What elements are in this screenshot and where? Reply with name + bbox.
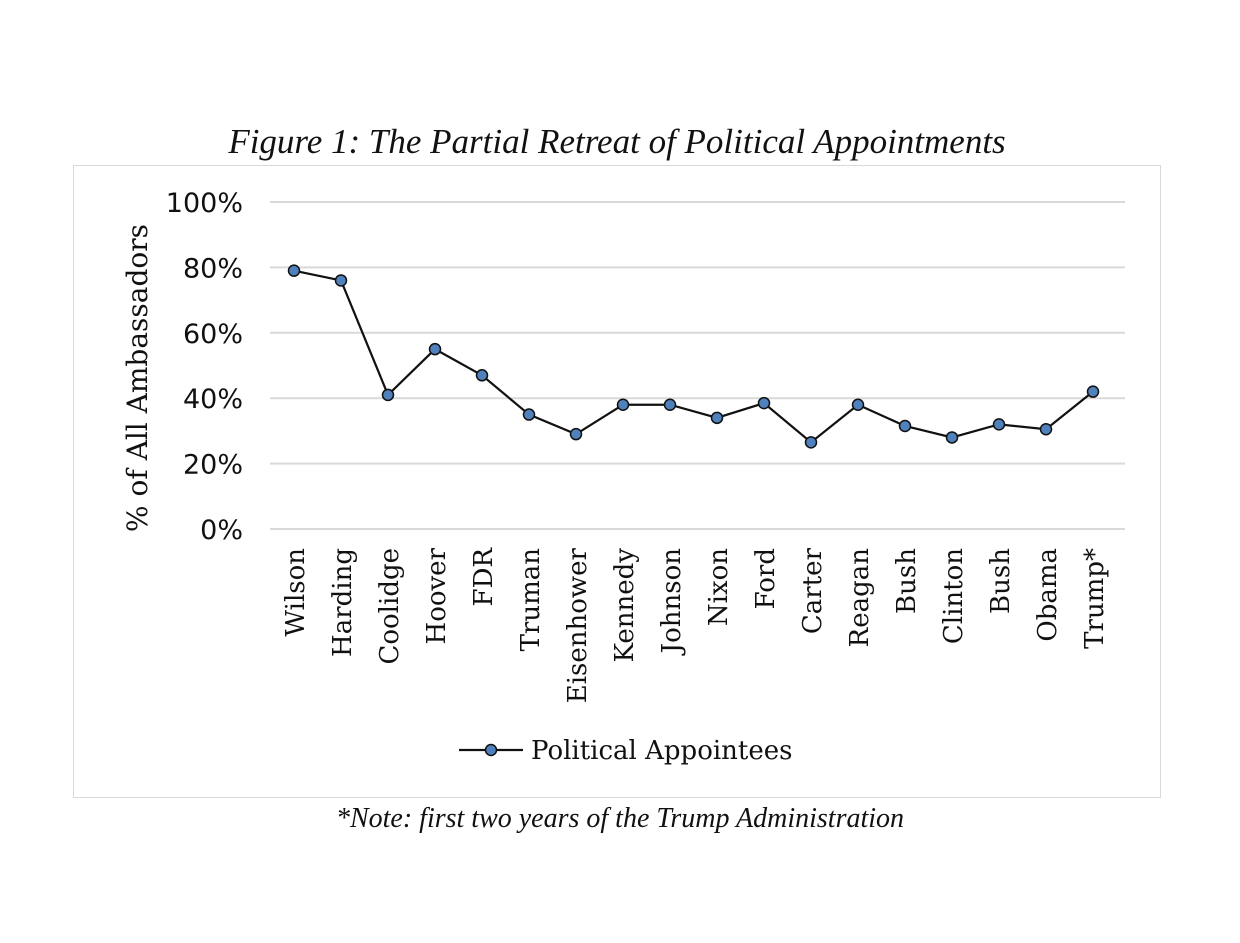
figure-title: Figure 1: The Partial Retreat of Politic… [228,122,1006,161]
data-point [1039,423,1053,436]
y-tick-label: 40% [183,384,243,415]
x-tick-label: Harding [328,548,358,657]
y-axis-label: % of All Ambassadors [121,224,154,532]
y-tick-label: 0% [200,515,243,546]
series-line [293,269,1094,444]
figure-note: *Note: first two years of the Trump Admi… [335,803,905,834]
data-point [945,431,959,444]
data-point [522,408,536,421]
x-tick-label: Obama [1033,548,1063,642]
data-point [663,398,677,411]
x-tick-label: Eisenhower [563,547,593,703]
x-tick-label: Nixon [704,548,734,626]
data-point [381,388,395,402]
legend-marker [484,743,498,757]
chart-frame [73,165,1161,798]
y-tick-label: 60% [183,319,243,350]
x-tick-label: Reagan [845,548,875,648]
x-tick-label: Johnson [657,548,687,657]
y-tick-label: 80% [183,253,243,284]
data-point [475,369,489,382]
data-point [569,427,583,441]
data-point [851,398,865,411]
x-tick-label: Clinton [939,548,969,644]
x-tick-label: Kennedy [610,548,640,663]
data-point [334,274,348,287]
x-tick-label: Hoover [422,547,452,644]
x-tick-label: Truman [516,548,546,652]
x-tick-label: Bush [986,548,1016,614]
data-point [1086,385,1100,398]
y-tick-label: 100% [166,188,243,219]
data-point [287,264,301,277]
x-tick-label: FDR [469,547,499,607]
y-tick-label: 20% [183,450,243,481]
data-point [428,342,442,356]
data-point [992,418,1006,431]
data-point [898,419,912,433]
x-tick-label: Wilson [281,548,311,637]
x-tick-label: Ford [751,548,781,609]
data-point [804,436,818,449]
x-tick-label: Coolidge [375,548,405,665]
legend-label: Political Appointees [531,736,792,766]
x-tick-label: Bush [892,548,922,614]
data-point [757,396,771,410]
data-point [616,398,630,411]
data-point [710,411,724,425]
x-tick-label: Carter [798,547,828,634]
x-tick-label: Trump* [1080,548,1110,649]
